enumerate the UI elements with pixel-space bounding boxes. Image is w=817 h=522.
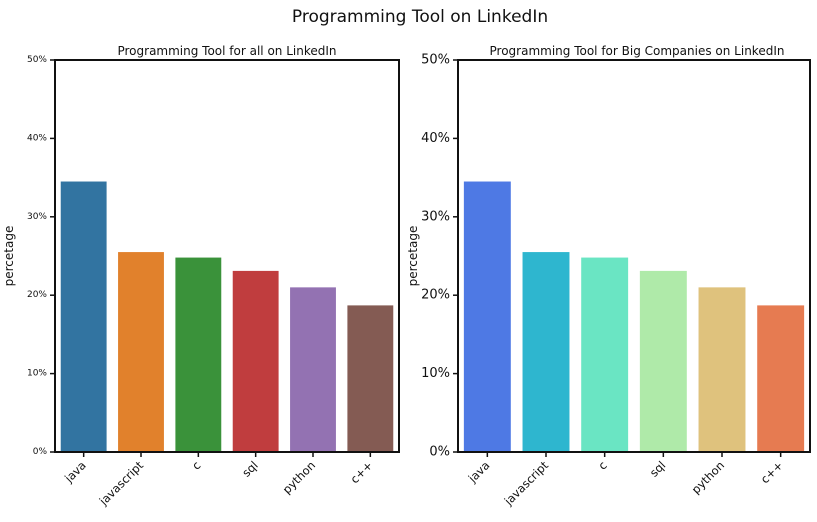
bar-c++ bbox=[757, 305, 805, 452]
y-tick-label: 20% bbox=[421, 288, 450, 303]
y-axis-label: percetage bbox=[2, 226, 16, 287]
bar-sql bbox=[639, 270, 687, 452]
panel-title: Programming Tool for all on LinkedIn bbox=[117, 44, 336, 58]
panel-title: Programming Tool for Big Companies on Li… bbox=[490, 44, 785, 58]
x-tick-label: c bbox=[189, 458, 203, 472]
figure-title: Programming Tool on LinkedIn bbox=[292, 7, 548, 27]
y-tick-label: 50% bbox=[27, 55, 47, 65]
bar-java bbox=[60, 181, 107, 452]
x-tick-label: javascript bbox=[96, 458, 147, 509]
bar-javascript bbox=[522, 252, 570, 452]
x-tick-label: javascript bbox=[501, 458, 552, 509]
bar-python bbox=[698, 287, 746, 452]
x-tick-label: c++ bbox=[758, 458, 786, 486]
bar-c++ bbox=[347, 305, 394, 452]
x-tick-label: java bbox=[61, 458, 89, 486]
y-tick-label: 30% bbox=[421, 209, 450, 224]
y-tick-label: 50% bbox=[421, 53, 450, 68]
x-tick-label: python bbox=[280, 458, 318, 496]
bar-c bbox=[581, 257, 629, 452]
x-tick-label: sql bbox=[647, 458, 669, 480]
axes-frame bbox=[54, 59, 400, 453]
x-tick-label: c++ bbox=[347, 458, 375, 486]
y-tick-label: 0% bbox=[33, 447, 48, 457]
y-tick-label: 10% bbox=[27, 369, 47, 379]
bar-java bbox=[463, 181, 511, 452]
y-tick-label: 10% bbox=[421, 366, 450, 381]
x-tick-label: sql bbox=[239, 458, 261, 480]
y-axis-label: percetage bbox=[406, 226, 420, 287]
x-tick-label: c bbox=[595, 458, 609, 472]
y-tick-label: 20% bbox=[27, 290, 47, 300]
y-tick-label: 30% bbox=[27, 212, 47, 222]
axes-frame bbox=[457, 59, 811, 453]
x-tick-label: java bbox=[465, 458, 493, 486]
bar-sql bbox=[232, 270, 279, 452]
y-tick-label: 40% bbox=[27, 133, 47, 143]
bar-javascript bbox=[118, 252, 164, 452]
y-tick-label: 40% bbox=[421, 131, 450, 146]
chart-panels: Programming Tool for all on LinkedIn perc… bbox=[2, 44, 811, 509]
bar-python bbox=[290, 287, 336, 452]
bar-c bbox=[175, 257, 222, 452]
chart-panel-1: Programming Tool for all on LinkedIn perc… bbox=[2, 44, 400, 509]
chart-panel-2: Programming Tool for Big Companies on Li… bbox=[406, 44, 811, 509]
x-tick-label: python bbox=[689, 458, 727, 496]
y-tick-label: 0% bbox=[429, 445, 450, 460]
